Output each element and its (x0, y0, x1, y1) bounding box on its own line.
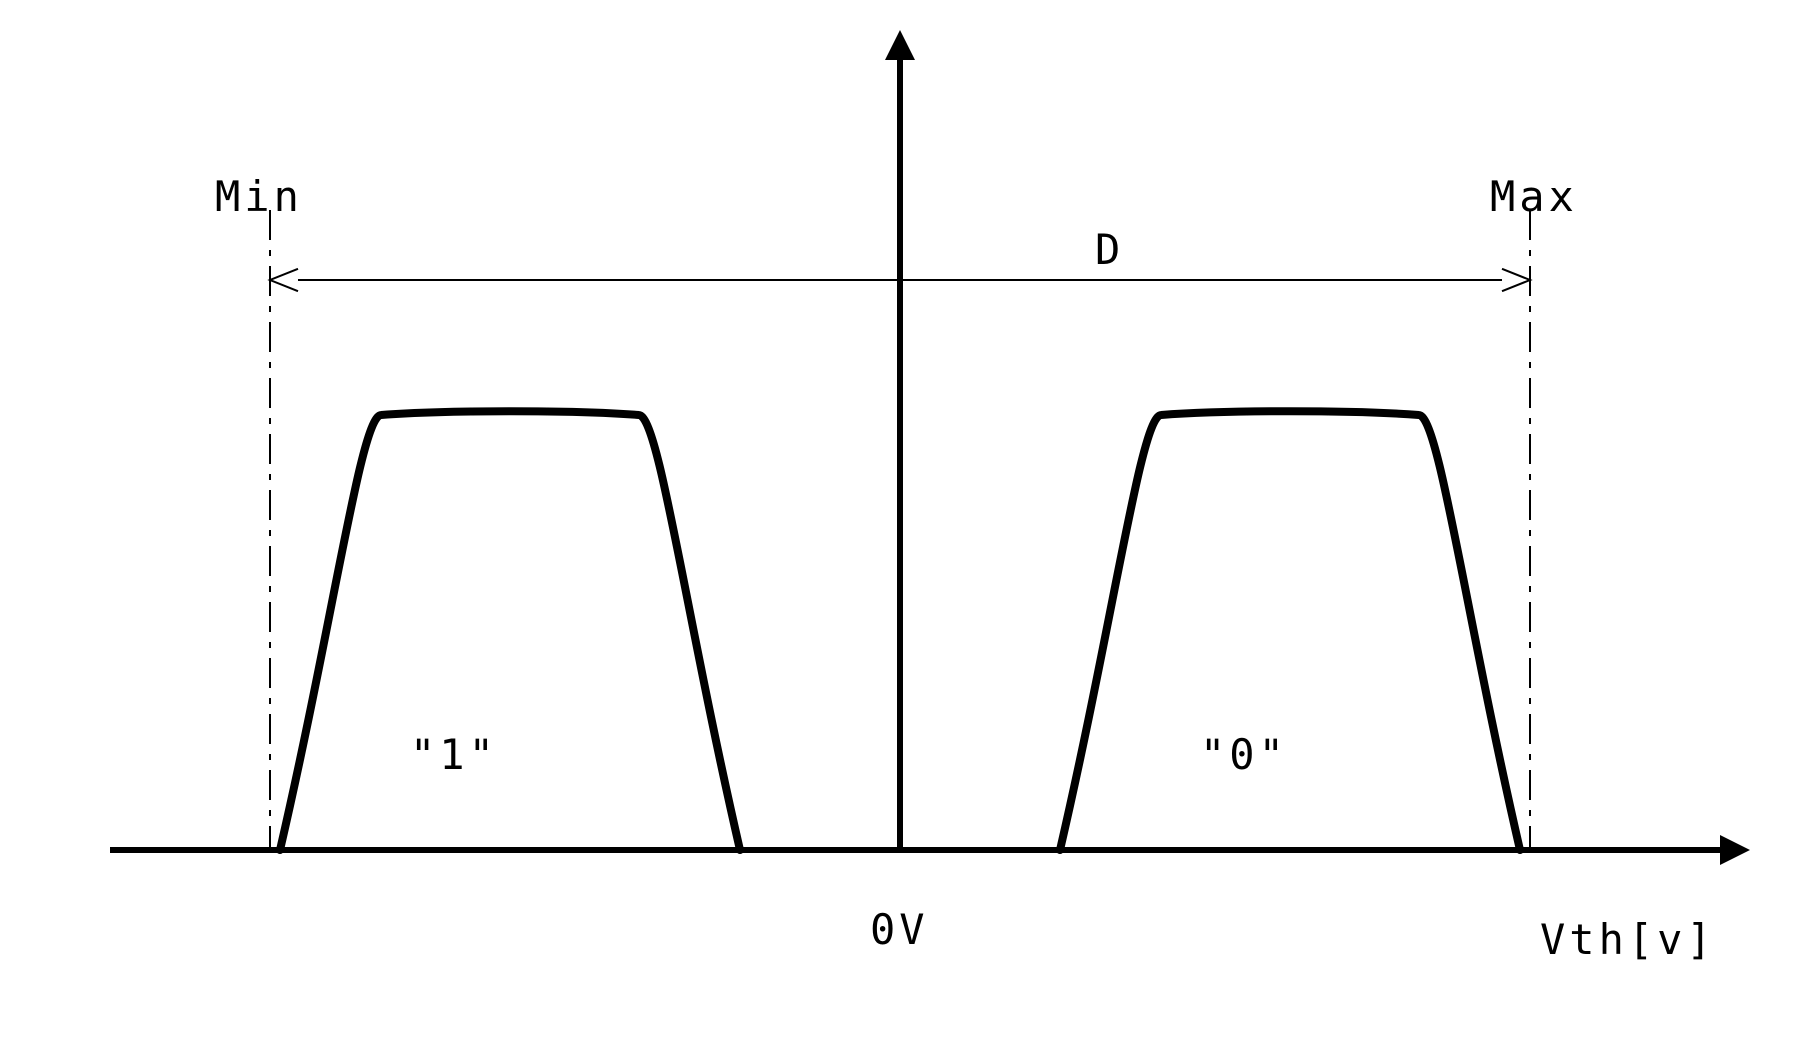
threshold-voltage-diagram (0, 0, 1809, 1039)
right-hump-label: "0" (1200, 730, 1288, 779)
left-hump-label: "1" (410, 730, 498, 779)
dimension-label: D (1095, 225, 1124, 274)
min-label: Min (215, 172, 303, 221)
xaxis-label: Vth[v] (1540, 915, 1716, 964)
max-label: Max (1490, 172, 1578, 221)
origin-label: 0V (870, 905, 929, 954)
